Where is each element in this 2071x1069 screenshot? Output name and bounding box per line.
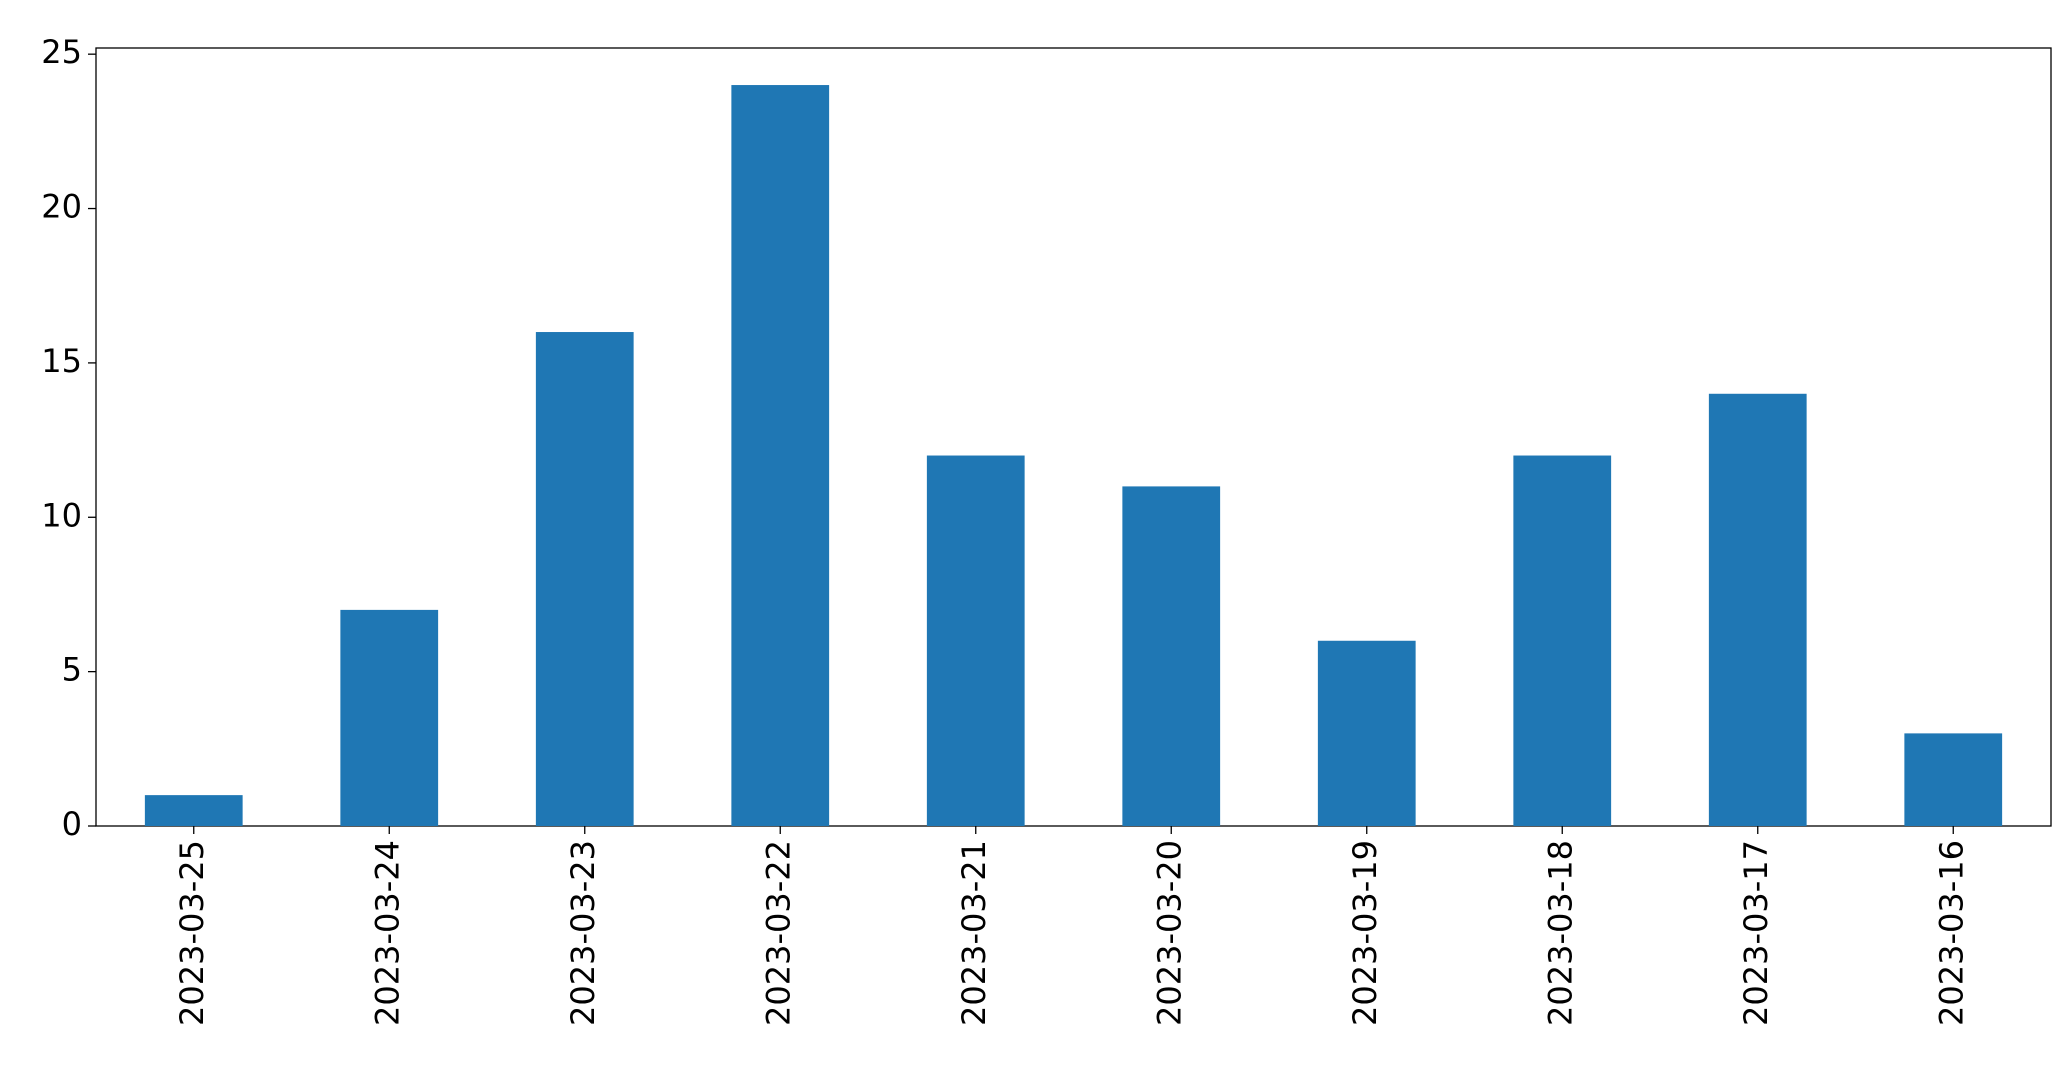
x-tick-label: 2023-03-23 [564, 840, 602, 1026]
bar [926, 455, 1025, 826]
x-tick-label: 2023-03-21 [955, 840, 993, 1026]
y-tick-label: 25 [41, 33, 82, 71]
y-tick-label: 5 [62, 651, 82, 689]
bar [731, 85, 830, 827]
bar [1708, 393, 1807, 826]
bar [535, 332, 634, 826]
bar [1122, 486, 1221, 826]
x-tick-label: 2023-03-19 [1346, 840, 1384, 1026]
x-tick-label: 2023-03-16 [1932, 840, 1970, 1026]
bar [1904, 733, 2003, 826]
x-tick-label: 2023-03-24 [368, 840, 406, 1026]
y-tick-label: 0 [62, 805, 82, 843]
y-tick-label: 20 [41, 188, 82, 226]
x-tick-label: 2023-03-17 [1737, 840, 1775, 1026]
x-tick-label: 2023-03-25 [173, 840, 211, 1026]
x-tick-label: 2023-03-18 [1541, 840, 1579, 1026]
bar [144, 795, 243, 826]
plot-frame [95, 47, 2052, 827]
bar [1317, 640, 1416, 826]
y-tick-label: 15 [41, 342, 82, 380]
x-tick-label: 2023-03-22 [759, 840, 797, 1026]
bar [1513, 455, 1612, 826]
bar [340, 609, 439, 826]
y-tick-label: 10 [41, 496, 82, 534]
x-tick-label: 2023-03-20 [1150, 840, 1188, 1026]
